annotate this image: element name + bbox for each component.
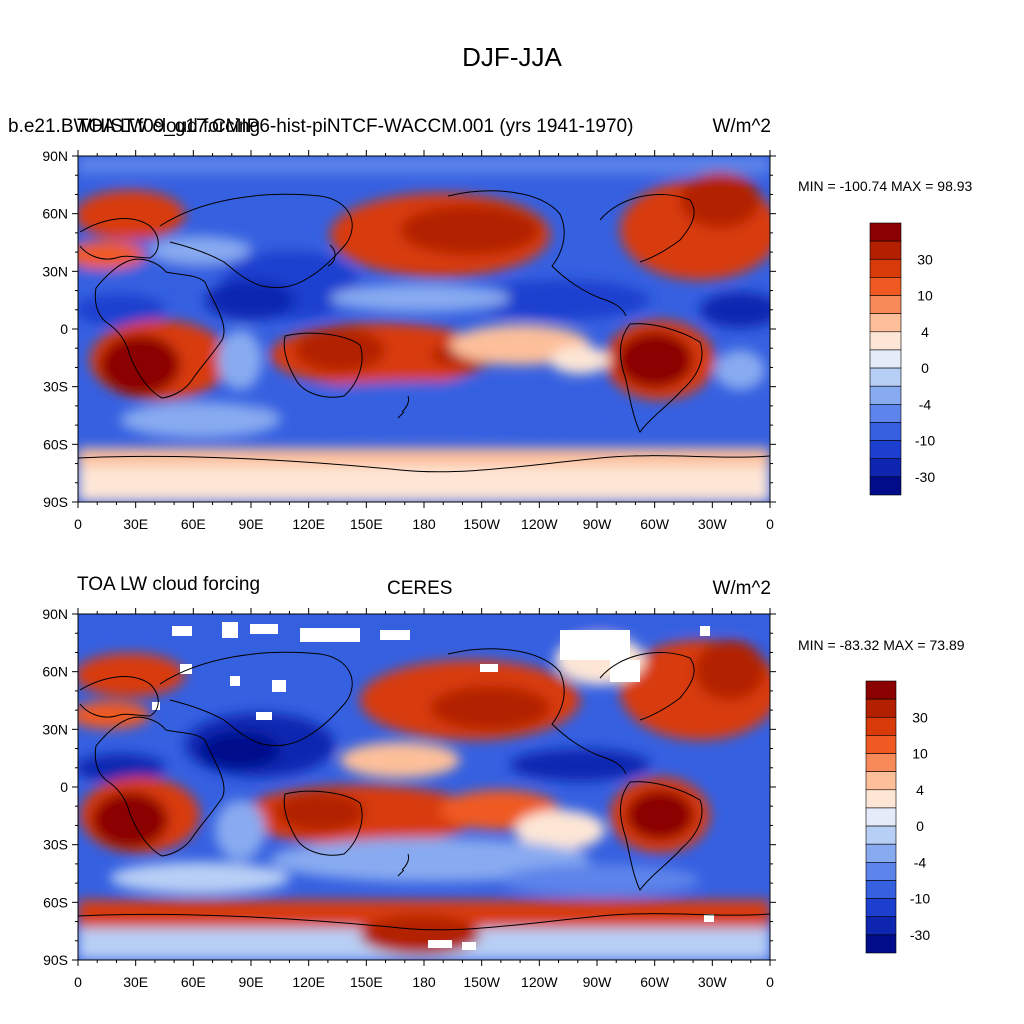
colorbar-label-p1: 10: [917, 288, 933, 304]
colorbar-swatch-p2: [865, 934, 897, 954]
colorbar-swatch-p2: [865, 825, 897, 845]
colorbar-swatch-p2: [865, 916, 897, 936]
panel2-map: [78, 614, 770, 960]
lat-label-p1: 30S: [43, 379, 68, 395]
colorbar-label-p1: 4: [921, 324, 929, 340]
colorbar-swatch-p2: [865, 771, 897, 791]
colorbar-swatch-p1: [869, 422, 902, 441]
figure-title: DJF-JJA: [462, 42, 562, 72]
colorbar-swatch-p1: [869, 240, 902, 260]
colorbar-label-p1: 30: [917, 251, 933, 267]
lon-label-p1: 120E: [292, 516, 325, 532]
colorbar-label-p1: -10: [915, 433, 935, 449]
lon-label-p1: 150W: [463, 516, 500, 532]
lat-label-p1: 0: [60, 321, 68, 337]
lon-label-p2: 180: [412, 974, 436, 990]
colorbar-swatch-p2: [865, 880, 897, 899]
colorbar-swatch-p2: [865, 862, 897, 881]
colorbar-swatch-p1: [869, 331, 902, 351]
lat-label-p2: 30N: [42, 721, 68, 737]
colorbar-swatch-p2: [865, 698, 897, 718]
lat-label-p1: 60N: [42, 206, 68, 222]
colorbar-label-p2: -4: [914, 854, 927, 870]
colorbar-swatch-p1: [869, 458, 902, 478]
lat-label-p2: 30S: [43, 837, 68, 853]
colorbar-swatch-p1: [869, 277, 902, 296]
lon-label-p2: 60E: [181, 974, 206, 990]
colorbar-label-p2: 0: [916, 818, 924, 834]
colorbar-swatch-p2: [865, 735, 897, 754]
lon-label-p2: 30E: [123, 974, 148, 990]
colorbar-swatch-p2: [865, 898, 897, 918]
lon-label-p1: 60E: [181, 516, 206, 532]
panel2-left-string: TOA LW cloud forcing: [77, 574, 261, 595]
colorbar-label-p1: -30: [915, 469, 935, 485]
panel1-minmax: MIN = -100.74 MAX = 98.93: [798, 178, 973, 194]
lon-label-p1: 60W: [640, 516, 670, 532]
lat-label-p1: 60S: [43, 436, 68, 452]
lon-label-p1: 120W: [521, 516, 558, 532]
lat-label-p2: 60S: [43, 894, 68, 910]
lat-label-p1: 30N: [42, 263, 68, 279]
colorbar-swatch-p1: [869, 476, 902, 496]
panel1-center-string: b.e21.BWHIST.f09_g17.CMIP6-hist-piNTCF-W…: [8, 116, 634, 137]
colorbar-swatch-p2: [865, 753, 897, 772]
colorbar-swatch-p2: [865, 807, 897, 827]
colorbar-swatch-p2: [865, 716, 897, 736]
colorbar-swatch-p1: [869, 349, 902, 369]
lon-label-p1: 180: [412, 516, 436, 532]
lon-label-p2: 0: [74, 974, 82, 990]
colorbar-swatch-p1: [869, 385, 902, 405]
lat-label-p2: 60N: [42, 664, 68, 680]
lon-label-p2: 120W: [521, 974, 558, 990]
lon-label-p2: 60W: [640, 974, 670, 990]
lon-label-p1: 30W: [698, 516, 728, 532]
panel1-map: [78, 156, 770, 502]
colorbar-label-p2: -30: [910, 927, 930, 943]
lon-label-p1: 90W: [583, 516, 613, 532]
lon-label-p1: 0: [766, 516, 774, 532]
panel1-units: W/m^2: [712, 116, 771, 137]
colorbar-label-p1: 0: [921, 360, 929, 376]
lat-label-p2: 0: [60, 779, 68, 795]
lon-label-p2: 30W: [698, 974, 728, 990]
colorbar-label-p1: -4: [919, 396, 932, 412]
lat-label-p1: 90S: [43, 494, 68, 510]
colorbar-swatch-p2: [865, 789, 897, 809]
colorbar-label-p2: 10: [912, 746, 928, 762]
colorbar-label-p2: -10: [910, 891, 930, 907]
lon-label-p2: 90W: [583, 974, 613, 990]
lat-label-p2: 90S: [43, 952, 68, 968]
colorbar-swatch-p1: [869, 367, 902, 387]
colorbar-label-p2: 30: [912, 709, 928, 725]
colorbar-swatch-p1: [869, 440, 902, 460]
panel1-left-string: TOA LW cloud forcing: [77, 116, 261, 137]
lon-label-p2: 0: [766, 974, 774, 990]
colorbar-swatch-p1: [869, 295, 902, 314]
lon-label-p2: 150W: [463, 974, 500, 990]
lon-label-p2: 120E: [292, 974, 325, 990]
lat-label-p2: 90N: [42, 606, 68, 622]
lon-label-p1: 150E: [350, 516, 383, 532]
colorbar-swatch-p2: [865, 680, 897, 700]
panel2-units: W/m^2: [712, 578, 771, 599]
lon-label-p2: 150E: [350, 974, 383, 990]
colorbar-swatch-p1: [869, 258, 902, 278]
lat-label-p1: 90N: [42, 148, 68, 164]
lon-label-p2: 90E: [239, 974, 264, 990]
lon-label-p1: 90E: [239, 516, 264, 532]
colorbar-label-p2: 4: [916, 782, 924, 798]
panel2-minmax: MIN = -83.32 MAX = 73.89: [798, 637, 965, 653]
colorbar-swatch-p1: [869, 313, 902, 333]
lon-label-p1: 30E: [123, 516, 148, 532]
panel2-center-string: CERES: [387, 578, 453, 599]
lon-label-p1: 0: [74, 516, 82, 532]
colorbar-swatch-p1: [869, 404, 902, 423]
colorbar-swatch-p2: [865, 843, 897, 863]
colorbar-swatch-p1: [869, 222, 902, 242]
